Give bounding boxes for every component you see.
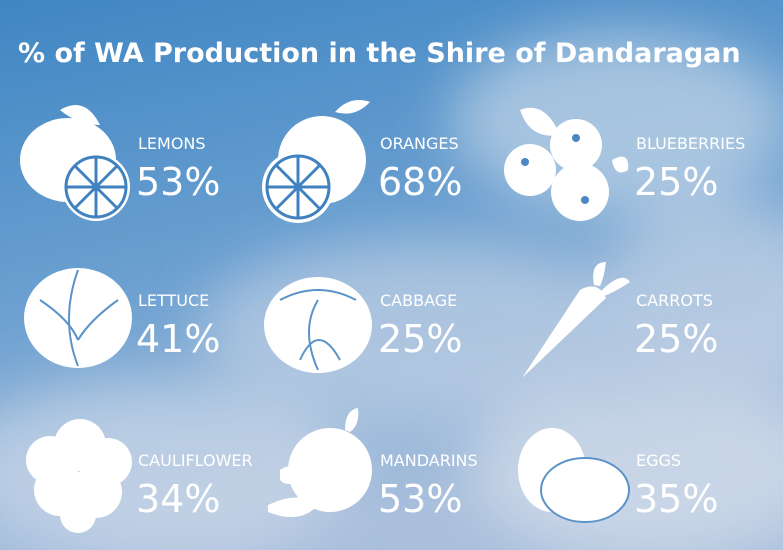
item-value: 25% xyxy=(378,317,462,361)
item-value: 53% xyxy=(136,160,220,204)
icon-lettuce xyxy=(24,268,132,368)
item-value: 68% xyxy=(378,160,462,204)
item-label: CAULIFLOWER xyxy=(138,451,253,470)
item-value: 41% xyxy=(136,317,220,361)
item-label: MANDARINS xyxy=(380,451,478,470)
item-value: 35% xyxy=(634,477,718,521)
item-label: LETTUCE xyxy=(138,291,209,310)
icon-cabbage xyxy=(264,277,372,373)
item-label: BLUEBERRIES xyxy=(636,134,745,153)
item-value: 53% xyxy=(378,477,462,521)
item-label: EGGS xyxy=(636,451,681,470)
page: {"title": "% of WA Production in the Shi… xyxy=(0,0,783,550)
item-label: CABBAGE xyxy=(380,291,457,310)
item-label: ORANGES xyxy=(380,134,459,153)
item-label: LEMONS xyxy=(138,134,206,153)
item-value: 25% xyxy=(634,317,718,361)
item-label: CARROTS xyxy=(636,291,713,310)
infographic: % of WA Production in the Shire of Danda… xyxy=(0,0,783,550)
item-value: 25% xyxy=(634,160,718,204)
title: % of WA Production in the Shire of Danda… xyxy=(18,38,741,69)
item-value: 34% xyxy=(136,477,220,521)
